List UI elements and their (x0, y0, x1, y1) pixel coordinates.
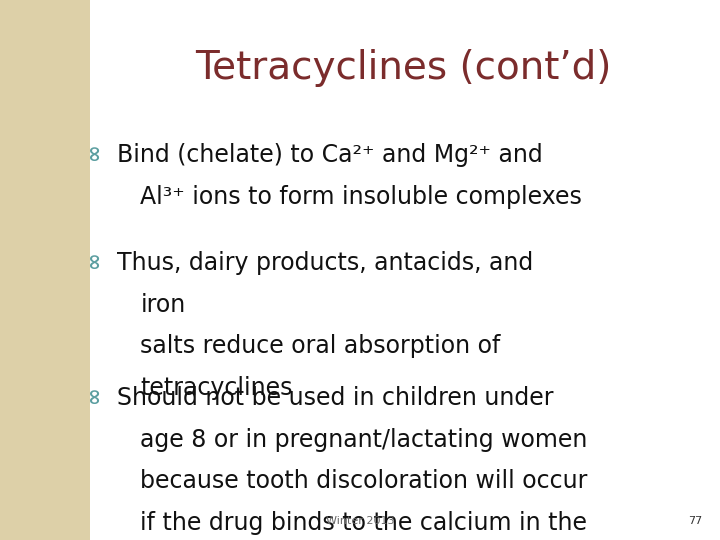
Text: Winter 2013: Winter 2013 (325, 516, 395, 526)
Text: ∞: ∞ (84, 386, 104, 404)
Text: salts reduce oral absorption of: salts reduce oral absorption of (140, 334, 501, 358)
Text: if the drug binds to the calcium in the: if the drug binds to the calcium in the (140, 511, 588, 535)
Text: Al³⁺ ions to form insoluble complexes: Al³⁺ ions to form insoluble complexes (140, 185, 582, 208)
Bar (0, 0, 90, 540)
Text: Bind (chelate) to Ca²⁺ and Mg²⁺ and: Bind (chelate) to Ca²⁺ and Mg²⁺ and (117, 143, 542, 167)
Text: Tetracyclines (cont’d): Tetracyclines (cont’d) (195, 49, 611, 86)
Text: age 8 or in pregnant/lactating women: age 8 or in pregnant/lactating women (140, 428, 588, 451)
Text: tetracyclines: tetracyclines (140, 376, 293, 400)
Text: ∞: ∞ (84, 143, 104, 161)
Text: Should not be used in children under: Should not be used in children under (117, 386, 553, 410)
Text: iron: iron (140, 293, 186, 316)
Text: 77: 77 (688, 516, 702, 526)
Text: Thus, dairy products, antacids, and: Thus, dairy products, antacids, and (117, 251, 533, 275)
Text: ∞: ∞ (84, 251, 104, 269)
Text: because tooth discoloration will occur: because tooth discoloration will occur (140, 469, 588, 493)
